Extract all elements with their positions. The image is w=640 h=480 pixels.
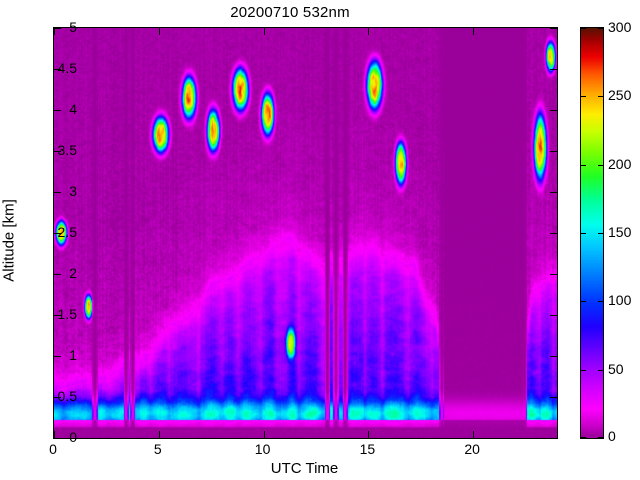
x-axis-tick [473, 28, 474, 35]
y-axis-tick [54, 438, 61, 439]
colorbar-tick [598, 437, 603, 438]
colorbar-tick [581, 370, 586, 371]
y-axis-tick [54, 356, 61, 357]
y-axis-tick-label: 1 [69, 347, 77, 363]
y-axis-tick [54, 192, 61, 193]
y-axis-tick [550, 28, 557, 29]
y-axis-tick-label: 3 [69, 183, 77, 199]
colorbar-tick [598, 28, 603, 29]
colorbar-tick-label: 300 [608, 19, 632, 35]
heatmap-plot-area [53, 27, 558, 439]
y-axis-tick [550, 438, 557, 439]
x-axis-tick-label: 10 [254, 441, 271, 457]
colorbar-tick-label: 150 [608, 224, 632, 240]
y-axis-tick-label: 4.5 [57, 60, 77, 76]
colorbar-tick [598, 370, 603, 371]
colorbar-tick [581, 165, 586, 166]
heatmap-canvas [54, 28, 557, 438]
colorbar-tick [598, 96, 603, 97]
y-axis-tick [54, 28, 61, 29]
y-axis-tick [550, 192, 557, 193]
y-axis-tick-label: 2 [69, 265, 77, 281]
y-axis-tick [550, 397, 557, 398]
x-axis-tick [54, 431, 55, 438]
y-axis-tick [54, 315, 61, 316]
colorbar-tick [581, 233, 586, 234]
colorbar-tick-label: 200 [608, 155, 632, 172]
y-axis-tick-label: 5 [69, 19, 77, 35]
y-axis-tick [54, 397, 61, 398]
y-axis-tick [54, 69, 61, 70]
colorbar-tick [581, 28, 586, 29]
y-axis-tick [550, 356, 557, 357]
colorbar-tick [581, 437, 586, 438]
colorbar-canvas [581, 28, 603, 438]
y-axis-tick-label: 3.5 [57, 142, 77, 158]
y-axis-label: Altitude [km] [0, 199, 18, 282]
x-axis-tick [159, 28, 160, 35]
x-axis-tick [264, 28, 265, 35]
colorbar [580, 27, 604, 439]
y-axis-tick [54, 151, 61, 152]
colorbar-tick-label: 0 [608, 428, 616, 444]
y-axis-tick [550, 274, 557, 275]
y-axis-tick [550, 151, 557, 152]
y-axis-tick [54, 233, 61, 234]
x-axis-tick [473, 431, 474, 438]
colorbar-tick [581, 96, 586, 97]
colorbar-tick-label: 100 [608, 292, 632, 309]
y-axis-tick [550, 69, 557, 70]
y-axis-tick-label: 2.5 [57, 224, 77, 240]
x-axis-tick-label: 15 [359, 441, 376, 457]
colorbar-tick [598, 233, 603, 234]
y-axis-tick-label: 0.5 [57, 388, 77, 404]
y-axis-tick [550, 110, 557, 111]
colorbar-tick-label: 250 [608, 87, 632, 104]
colorbar-tick [598, 301, 603, 302]
y-axis-tick [550, 233, 557, 234]
x-axis-tick-label: 5 [153, 441, 162, 457]
x-axis-tick [159, 431, 160, 438]
x-axis-tick-label: 0 [49, 441, 57, 457]
y-axis-tick-label: 1.5 [57, 306, 77, 322]
colorbar-tick-label: 50 [608, 360, 624, 377]
y-axis-tick [54, 110, 61, 111]
y-axis-tick-label: 4 [69, 101, 77, 117]
y-axis-tick [550, 315, 557, 316]
x-axis-tick [368, 431, 369, 438]
x-axis-tick [54, 28, 55, 35]
x-axis-tick [264, 431, 265, 438]
colorbar-tick [581, 301, 586, 302]
chart-title: 20200710 532nm [230, 4, 350, 21]
x-axis-label: UTC Time [270, 460, 339, 477]
colorbar-tick [598, 165, 603, 166]
x-axis-tick [368, 28, 369, 35]
y-axis-tick [54, 274, 61, 275]
x-axis-tick-label: 20 [464, 441, 480, 457]
y-axis-tick-label: 0 [69, 429, 77, 445]
